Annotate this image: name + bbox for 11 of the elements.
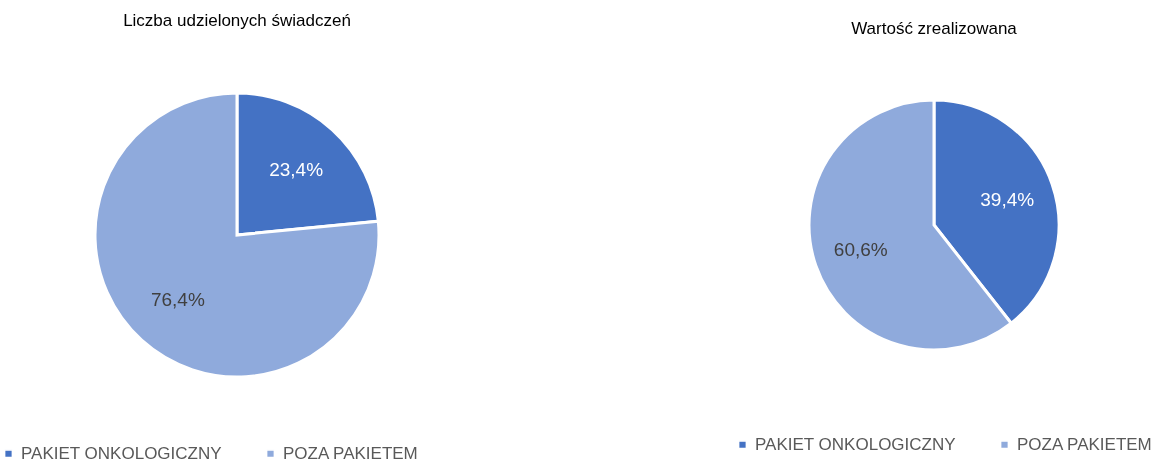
legend-label: PAKIET ONKOLOGICZNY <box>21 443 222 463</box>
legend-label: PAKIET ONKOLOGICZNY <box>755 434 956 454</box>
data-label: 39,4% <box>980 188 1035 210</box>
data-label: 60,6% <box>833 239 888 261</box>
chart-title: Wartość zrealizowana <box>851 19 1018 38</box>
legend-label: POZA PAKIETEM <box>1017 434 1152 454</box>
chart-title: Liczba udzielonych świadczeń <box>123 11 351 30</box>
legend-label: POZA PAKIETEM <box>283 443 418 463</box>
pie-slice <box>93 91 381 379</box>
data-label: 76,4% <box>150 289 205 311</box>
data-label: 23,4% <box>269 158 324 180</box>
